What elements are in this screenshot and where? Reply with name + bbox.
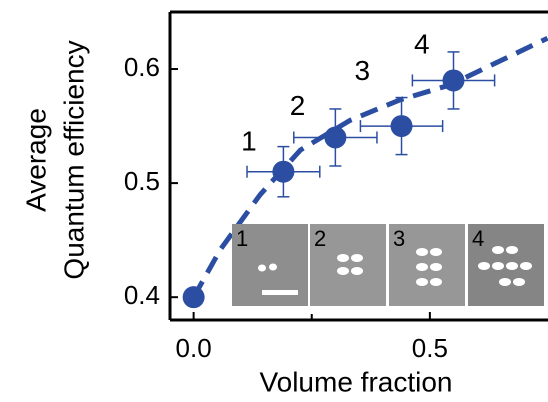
inset-label: 2 <box>314 226 326 251</box>
particle <box>430 278 442 286</box>
point <box>324 126 347 149</box>
point <box>272 160 295 183</box>
x-axis-label: Volume fraction <box>260 366 453 397</box>
particle <box>430 263 442 271</box>
inset-panel <box>310 224 386 306</box>
point <box>442 69 465 92</box>
axis-labels: Volume fraction Average Quantum efficien… <box>20 40 452 397</box>
particle <box>492 262 504 270</box>
y-tick-label: 0.6 <box>124 52 160 82</box>
inset-label: 1 <box>236 226 248 251</box>
particle <box>499 278 511 286</box>
particle <box>258 264 266 272</box>
particle <box>416 263 428 271</box>
x-tick-label: 0.0 <box>176 333 212 363</box>
annotation: 3 <box>355 55 371 86</box>
y-axis-label: Quantum efficiency <box>58 40 89 279</box>
y-axis-label: Average <box>20 108 51 212</box>
annotation: 2 <box>290 90 306 121</box>
scale-bar <box>262 290 298 295</box>
particle <box>520 262 532 270</box>
y-tick-label: 0.4 <box>124 280 160 310</box>
particle <box>513 278 525 286</box>
annotation: 4 <box>414 29 430 60</box>
particle <box>337 267 349 275</box>
y-tick-label: 0.5 <box>124 166 160 196</box>
particle <box>506 246 518 254</box>
particle <box>430 248 442 256</box>
inset-images: 1 2 3 4 <box>232 224 544 306</box>
particle <box>478 262 490 270</box>
particle <box>269 263 277 271</box>
particle <box>506 262 518 270</box>
particle <box>492 246 504 254</box>
particle <box>351 267 363 275</box>
annotation: 1 <box>241 126 257 157</box>
particle <box>351 254 363 262</box>
particle <box>416 278 428 286</box>
point <box>182 286 205 309</box>
inset-label: 4 <box>472 226 484 251</box>
particle <box>416 248 428 256</box>
inset-label: 3 <box>393 226 405 251</box>
x-tick-label: 0.5 <box>412 333 448 363</box>
point <box>390 115 413 138</box>
particle <box>337 254 349 262</box>
